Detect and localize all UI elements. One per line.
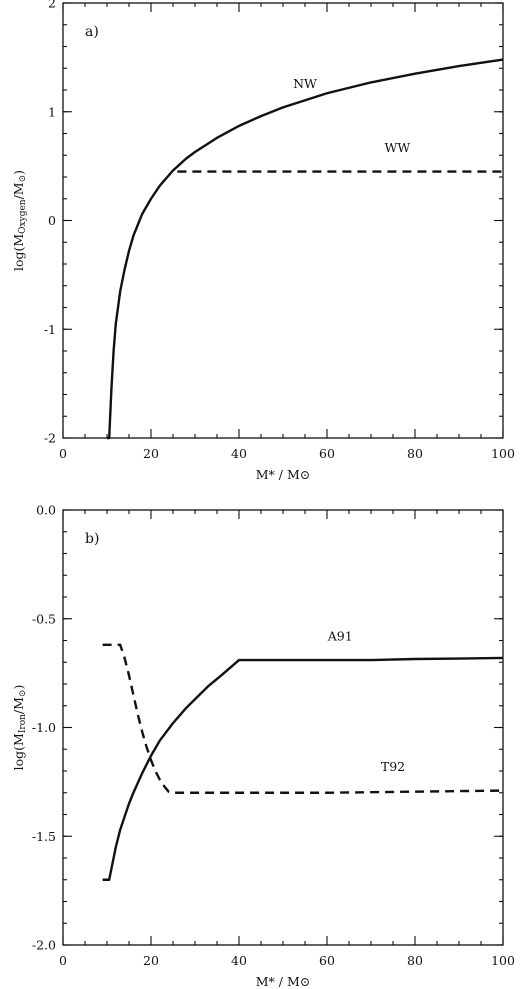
y-tick-label: -1: [44, 322, 56, 337]
x-tick-label: 40: [231, 953, 247, 968]
series-annotation-nw: NW: [293, 76, 317, 91]
x-tick-label: 60: [319, 446, 335, 461]
series-annotation-t92: T92: [381, 759, 405, 774]
panel-label: b): [85, 531, 99, 547]
x-tick-label: 60: [319, 953, 335, 968]
x-tick-label: 0: [59, 953, 67, 968]
x-tick-label: 100: [491, 446, 515, 461]
y-tick-label: 1: [48, 104, 56, 119]
x-tick-label: 20: [143, 953, 159, 968]
y-tick-label: 0: [48, 213, 56, 228]
y-tick-label: -1.0: [32, 720, 56, 735]
plot-frame: [62, 2, 504, 439]
x-tick-label: 0: [59, 446, 67, 461]
y-tick-label: -2: [44, 431, 56, 446]
y-tick-label: -0.5: [32, 611, 56, 626]
panel-a: 0 20 40 60 80 100 -2 -1 0 1 2 NW WW a) M* / M⊙ log(MOxy…: [11, 0, 515, 482]
y-tick-label: 2: [48, 0, 56, 11]
plot-frame: [62, 509, 504, 946]
x-tick-label: 80: [407, 446, 423, 461]
x-tick-label: 80: [407, 953, 423, 968]
x-tick-label: 100: [491, 953, 515, 968]
series-line-a91: [102, 656, 504, 881]
panel-b: 0 20 40 60 80 100 -2.0 -1.5 -1.0 -0.5 0.0 A91 T92 b) M…: [11, 503, 515, 989]
x-tick-label: 20: [143, 446, 159, 461]
panel-label: a): [85, 24, 99, 40]
series-line-t92: [102, 643, 504, 794]
y-tick-label: 0.0: [36, 503, 56, 518]
series-annotation-a91: A91: [327, 629, 353, 644]
x-tick-label: 40: [231, 446, 247, 461]
y-axis-label: log(MIron/M⊙): [11, 685, 28, 771]
series-line-nw: [107, 58, 504, 440]
y-axis-label: log(MOxygen/M⊙): [11, 170, 28, 271]
x-axis-label: M* / M⊙: [256, 467, 310, 482]
series-annotation-ww: WW: [385, 140, 411, 155]
x-axis-label: M* / M⊙: [256, 974, 310, 989]
y-tick-label: -2.0: [32, 938, 56, 953]
y-tick-label: -1.5: [32, 829, 56, 844]
